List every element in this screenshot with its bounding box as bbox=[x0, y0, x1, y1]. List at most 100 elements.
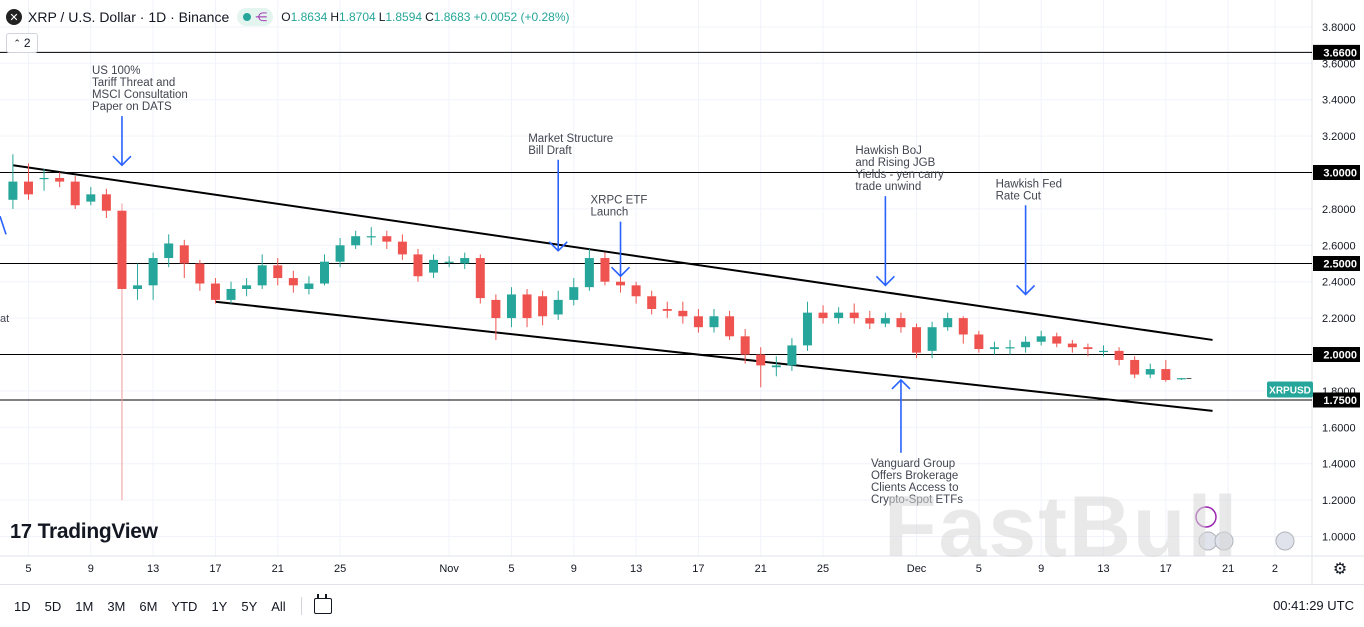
x-tick-label: 9 bbox=[571, 563, 577, 575]
tv-mark-icon: 17 bbox=[10, 520, 32, 543]
candle-body bbox=[1176, 378, 1186, 380]
candle-body bbox=[787, 345, 797, 366]
timeframe-5d[interactable]: 5D bbox=[44, 598, 62, 614]
candle-body bbox=[880, 318, 890, 324]
symbol-title[interactable]: XRP / U.S. Dollar · 1D · Binance bbox=[28, 9, 230, 25]
annotation-text-line: Rate Cut bbox=[996, 190, 1042, 202]
x-tick-label: 9 bbox=[88, 563, 94, 575]
timeframe-6m[interactable]: 6M bbox=[139, 598, 158, 614]
toolbar-divider bbox=[300, 597, 302, 615]
annotation-text-line: trade unwind bbox=[855, 181, 921, 193]
chevron-icon: ⌃ bbox=[13, 37, 21, 48]
candle-body bbox=[257, 265, 267, 286]
candle-body bbox=[989, 347, 999, 350]
candle-body bbox=[8, 181, 18, 200]
x-tick-label: 2 bbox=[1272, 563, 1278, 575]
timeframe-1y[interactable]: 1Y bbox=[211, 598, 228, 614]
candle-body bbox=[366, 236, 376, 238]
candle-body bbox=[1067, 343, 1077, 348]
candle-body bbox=[958, 318, 968, 335]
bottom-toolbar: 1D 5D 1M 3M 6M YTD 1Y 5Y All 00:41:29 UTC bbox=[0, 584, 1364, 627]
price-chart[interactable]: 1.00001.20001.40001.60001.80002.20002.40… bbox=[0, 0, 1364, 584]
x-tick-label: 13 bbox=[1097, 563, 1109, 575]
candle-body bbox=[740, 336, 750, 355]
annotation-text-line: Vanguard Group bbox=[871, 458, 955, 470]
candle-body bbox=[164, 243, 174, 259]
candle-body bbox=[709, 316, 719, 328]
candle-body bbox=[896, 318, 906, 328]
candle-body bbox=[39, 177, 49, 180]
x-tick-label: 13 bbox=[630, 563, 642, 575]
candle-body bbox=[23, 181, 33, 195]
candle-body bbox=[569, 287, 579, 300]
us-flag-icon bbox=[1275, 531, 1295, 551]
candle-body bbox=[55, 177, 65, 182]
channel-upper-trendline bbox=[12, 164, 1213, 341]
candle-body bbox=[1052, 336, 1062, 344]
level-price-tag bbox=[1313, 44, 1360, 60]
annotation-text-line: Bill Draft bbox=[528, 145, 572, 157]
tradingview-logo[interactable]: 17 TradingView bbox=[10, 520, 158, 544]
annotation-text-line: Market Structure bbox=[528, 133, 613, 145]
candle-body bbox=[86, 194, 96, 202]
current-price-tag bbox=[1267, 381, 1313, 398]
candle-body bbox=[70, 181, 80, 206]
candle-body bbox=[1161, 369, 1171, 380]
ohlc-close: C1.8683 bbox=[425, 10, 471, 24]
timeframe-3m[interactable]: 3M bbox=[107, 598, 126, 614]
candle-body bbox=[693, 316, 703, 328]
y-tick-label: 1.6000 bbox=[1322, 422, 1356, 434]
annotation-text-line: Offers Brokerage bbox=[871, 470, 958, 482]
y-tick-label: 3.8000 bbox=[1322, 22, 1356, 34]
timeframe-all[interactable]: All bbox=[271, 598, 286, 614]
xrp-logo-icon: ✕ bbox=[6, 9, 22, 25]
cutoff-annotation-text: at bbox=[0, 313, 9, 325]
y-tick-label: 2.2000 bbox=[1322, 313, 1356, 325]
candle-body bbox=[662, 309, 672, 311]
candle-body bbox=[273, 265, 283, 279]
fastbull-watermark: FastBull bbox=[884, 479, 1240, 575]
annotation-text-line: and Rising JGB bbox=[855, 157, 935, 169]
candle-body bbox=[195, 263, 205, 284]
candle-body bbox=[429, 259, 439, 273]
x-tick-label: 17 bbox=[1160, 563, 1172, 575]
candle-body bbox=[756, 354, 766, 366]
candle-body bbox=[1114, 350, 1124, 360]
candle-body bbox=[304, 283, 314, 289]
candle-body bbox=[647, 296, 657, 309]
indicators-toggle[interactable]: ⌃ 2 bbox=[6, 33, 38, 53]
x-tick-label: 5 bbox=[508, 563, 514, 575]
timeframe-ytd[interactable]: YTD bbox=[171, 598, 198, 614]
level-price-tag bbox=[1313, 256, 1360, 271]
timeframe-1d[interactable]: 1D bbox=[14, 598, 31, 614]
chart-header: ✕ XRP / U.S. Dollar · 1D · Binance ⋲ O1.… bbox=[6, 6, 573, 28]
indicator-count: 2 bbox=[23, 36, 31, 50]
y-tick-label: 3.2000 bbox=[1322, 131, 1356, 143]
annotation-text-line: Tariff Threat and bbox=[92, 77, 175, 89]
timeframe-1m[interactable]: 1M bbox=[75, 598, 94, 614]
utc-clock[interactable]: 00:41:29 UTC bbox=[1273, 598, 1354, 613]
level-price-label: 1.7500 bbox=[1323, 395, 1357, 407]
timeframe-5y[interactable]: 5Y bbox=[241, 598, 258, 614]
x-tick-label: 21 bbox=[755, 563, 767, 575]
annotation-arrowhead bbox=[875, 275, 895, 287]
candle-body bbox=[133, 285, 143, 289]
x-tick-label: 13 bbox=[147, 563, 159, 575]
market-status-pill[interactable]: ⋲ bbox=[237, 8, 274, 26]
candle-body bbox=[413, 254, 423, 277]
candle-body bbox=[1099, 350, 1108, 353]
x-tick-label: 25 bbox=[334, 563, 346, 575]
gear-icon[interactable]: ⚙ bbox=[1332, 561, 1348, 578]
annotation-text-line: XRPC ETF bbox=[591, 195, 648, 207]
channel-lower-trendline bbox=[215, 300, 1213, 412]
candle-body bbox=[912, 327, 922, 353]
calendar-range-icon[interactable] bbox=[313, 594, 332, 614]
candle-body bbox=[382, 236, 392, 242]
annotation-text-line: Hawkish Fed bbox=[996, 178, 1062, 190]
annotation-text-line: Paper on DATS bbox=[92, 101, 172, 113]
annotation-arrowhead bbox=[1016, 284, 1036, 296]
candle-body bbox=[802, 312, 812, 346]
candle-body bbox=[491, 299, 501, 319]
candle-body bbox=[117, 210, 127, 289]
y-tick-label: 1.2000 bbox=[1322, 495, 1356, 507]
